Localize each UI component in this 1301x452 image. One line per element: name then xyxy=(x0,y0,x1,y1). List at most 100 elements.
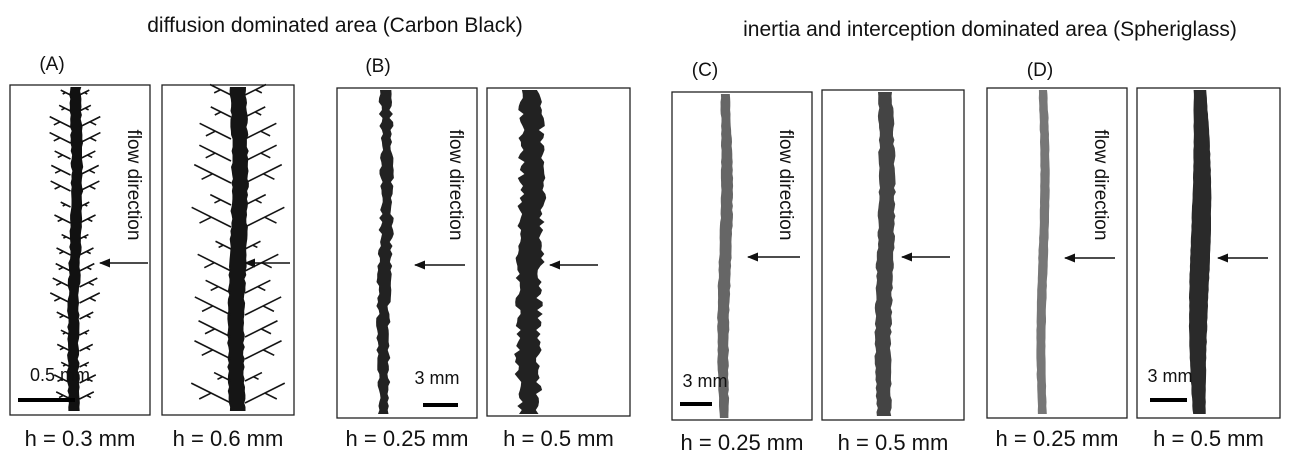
caption: h = 0.5 mm xyxy=(1153,426,1264,451)
panel-label: (C) xyxy=(692,60,718,81)
dendrite xyxy=(56,311,71,320)
dendrite xyxy=(55,391,71,400)
fiber xyxy=(514,90,547,414)
dendrite xyxy=(79,361,90,368)
dendrite xyxy=(55,262,71,272)
dendrite xyxy=(79,233,89,240)
dendrite xyxy=(209,193,232,206)
dendrite xyxy=(205,279,232,294)
dendrite xyxy=(79,214,96,224)
fiber xyxy=(717,94,734,418)
dendrite xyxy=(79,201,90,208)
dendrite xyxy=(197,253,232,272)
dendrite xyxy=(199,144,232,162)
dendrite xyxy=(194,340,232,360)
panel-label: (B) xyxy=(365,56,390,77)
fiber xyxy=(874,92,896,416)
scale-label: 0.5 mm xyxy=(30,365,90,385)
dendrite xyxy=(244,296,282,316)
dendrite xyxy=(244,320,278,338)
dendrite xyxy=(244,144,277,162)
panel-label: (D) xyxy=(1027,60,1053,81)
dendrite xyxy=(244,163,283,184)
dendrite xyxy=(79,343,94,352)
fiber xyxy=(1188,90,1212,414)
dendrite xyxy=(79,89,90,96)
image-frame xyxy=(336,87,478,419)
caption: h = 0.6 mm xyxy=(173,426,284,451)
dendrite xyxy=(244,340,282,360)
dendrite xyxy=(58,104,71,112)
fiber xyxy=(66,87,84,411)
dendrite xyxy=(198,320,232,338)
dendrite xyxy=(209,83,232,96)
dendrite xyxy=(60,329,71,336)
panels: (A) h = 0.3 mm h = 0.6 mm flow direction 0.5… xyxy=(9,54,1281,452)
heading: inertia and interception dominated area … xyxy=(743,18,1237,41)
fiber xyxy=(227,87,249,411)
dendrite xyxy=(190,382,232,404)
dendrite xyxy=(54,214,71,224)
dendrite xyxy=(49,115,71,128)
dendrite xyxy=(210,106,232,118)
caption: h = 0.25 mm xyxy=(681,430,804,452)
image-frame xyxy=(486,87,631,417)
scale-label: 3 mm xyxy=(415,368,460,388)
dendrite xyxy=(244,83,267,96)
heading: diffusion dominated area (Carbon Black) xyxy=(147,14,523,37)
dendrite xyxy=(244,371,263,382)
dendrite xyxy=(79,164,100,176)
dendrite xyxy=(56,247,71,256)
dendrite xyxy=(244,106,266,118)
fiber xyxy=(1036,90,1050,414)
dendrite xyxy=(244,193,267,206)
dendrite xyxy=(61,233,71,240)
dendrite xyxy=(79,374,97,384)
caption: h = 0.5 mm xyxy=(503,426,614,451)
caption: h = 0.5 mm xyxy=(838,430,949,452)
dendrite xyxy=(79,115,101,128)
dendrite xyxy=(60,89,71,96)
image-frame xyxy=(986,87,1128,419)
dendrite xyxy=(199,122,232,140)
dendrite xyxy=(56,343,71,352)
dendrite xyxy=(79,391,95,400)
dendrite xyxy=(79,150,96,160)
dendrite xyxy=(54,150,71,160)
flow-label: flow direction xyxy=(775,130,796,241)
dendrite xyxy=(244,240,261,250)
dendrite xyxy=(79,262,95,272)
dendrite xyxy=(193,163,232,184)
dendrite xyxy=(79,311,94,320)
dendrite xyxy=(79,131,101,144)
caption: h = 0.25 mm xyxy=(996,426,1119,451)
image-frame xyxy=(671,91,813,421)
dendrite xyxy=(244,279,271,294)
dendrite xyxy=(213,371,232,382)
dendrite xyxy=(194,296,232,316)
fiber xyxy=(376,90,394,414)
dendrite xyxy=(50,164,71,176)
dendrite xyxy=(244,206,285,228)
dendrite xyxy=(215,240,232,250)
dendrite xyxy=(244,122,277,140)
dendrite xyxy=(49,131,71,144)
dendrite xyxy=(244,382,286,404)
scale-label: 3 mm xyxy=(1148,366,1193,386)
dendrite xyxy=(53,374,71,384)
flow-label: flow direction xyxy=(445,130,466,241)
panel-label: (A) xyxy=(39,54,64,75)
dendrite xyxy=(60,361,71,368)
dendrite xyxy=(50,180,71,192)
dendrite xyxy=(79,329,90,336)
dendrite xyxy=(79,292,101,304)
dendrite xyxy=(79,277,98,288)
dendrite xyxy=(79,180,100,192)
flow-label: flow direction xyxy=(123,130,144,241)
dendrite xyxy=(52,277,71,288)
caption: h = 0.25 mm xyxy=(346,426,469,451)
dendrite xyxy=(79,104,92,112)
caption: h = 0.3 mm xyxy=(25,426,136,451)
dendrite xyxy=(191,206,232,228)
